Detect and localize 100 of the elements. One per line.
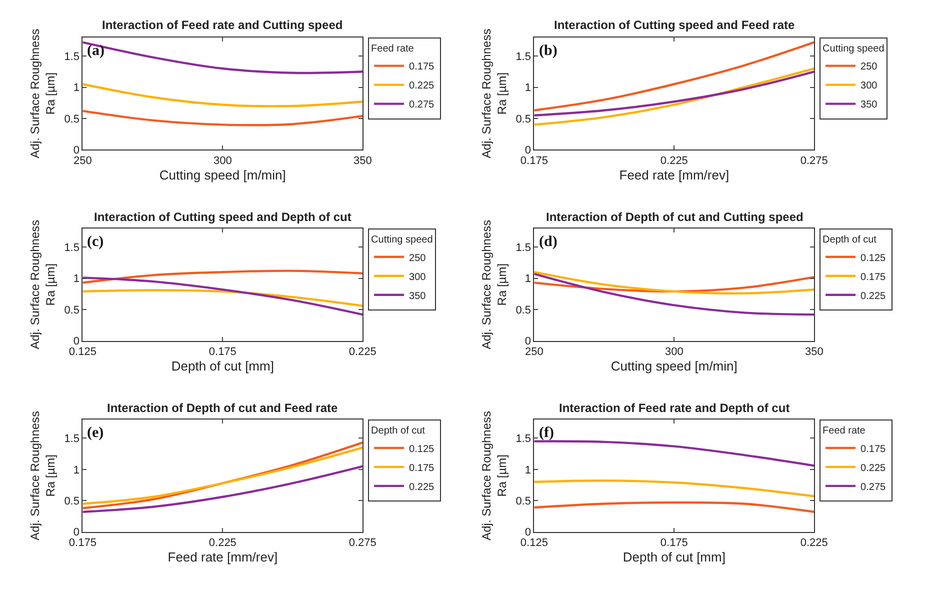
chart-title: Interaction of Cutting speed and Feed rate xyxy=(554,18,796,32)
legend-label: 350 xyxy=(409,290,426,302)
line-series xyxy=(82,289,363,307)
y-axis-title: Adj. Surface Roughness Ra [µm] xyxy=(479,220,509,350)
line-series xyxy=(534,480,814,498)
chart-title: Interaction of Feed rate and Cutting speed xyxy=(102,18,343,32)
y-tick-label: 1.5 xyxy=(516,50,531,63)
x-tick-label: 0.125 xyxy=(520,537,548,550)
legend-label: 0.225 xyxy=(409,482,435,493)
legend-title: Depth of cut xyxy=(371,425,426,436)
x-tick-label: 350 xyxy=(804,346,824,358)
y-tick-label: 1 xyxy=(524,464,531,476)
y-axis-title: Adj. Surface Roughness Ra [µm] xyxy=(28,28,58,158)
x-tick-label: 300 xyxy=(213,154,232,167)
chart-title: Interaction of Cutting speed and Depth of cut xyxy=(94,210,352,224)
annotation: (a) xyxy=(87,43,104,59)
line-series xyxy=(82,276,363,316)
legend-label: 0.125 xyxy=(409,444,435,455)
y-axis-title: Adj. Surface Roughness Ra [µm] xyxy=(28,410,58,540)
line-series xyxy=(82,41,363,74)
y-tick-label: 1.5 xyxy=(64,242,80,254)
line-series xyxy=(534,67,814,126)
y-tick-label: 1.5 xyxy=(64,50,80,63)
legend-label: 0.125 xyxy=(860,252,886,264)
y-tick-label: 0.5 xyxy=(516,304,531,316)
legend-title: Cutting speed xyxy=(371,234,433,246)
y-tick-label: 1.5 xyxy=(516,433,531,446)
annotation: (d) xyxy=(539,234,558,250)
annotation: (b) xyxy=(539,43,558,59)
y-axis-title: Adj. Surface Roughness Ra [µm] xyxy=(28,220,58,350)
x-tick-label: 0.225 xyxy=(660,154,688,167)
x-axis-title: Cutting speed [m/min] xyxy=(610,358,738,374)
y-tick-label: 0.5 xyxy=(64,113,80,126)
legend-label: 0.275 xyxy=(409,100,435,111)
y-tick-label: 0.5 xyxy=(64,495,80,508)
legend-label: 300 xyxy=(860,80,878,92)
line-series xyxy=(82,110,363,126)
y-tick-label: 0.5 xyxy=(516,113,531,126)
x-axis-title: Depth of cut [mm] xyxy=(622,550,726,565)
x-tick-label: 0.175 xyxy=(660,537,688,550)
line-series xyxy=(82,83,363,108)
x-tick-label: 0.175 xyxy=(520,154,548,167)
legend-title: Feed rate xyxy=(371,43,414,54)
chart-title: Interaction of Depth of cut and Feed rate xyxy=(107,401,338,415)
y-tick-label: 0 xyxy=(524,144,531,157)
y-tick-label: 1 xyxy=(524,273,531,286)
x-axis-title: Feed rate [mm/rev] xyxy=(619,167,730,182)
legend-label: 250 xyxy=(409,252,426,264)
y-tick-label: 1 xyxy=(73,464,80,476)
x-tick-label: 0.225 xyxy=(348,346,376,358)
y-tick-label: 0.5 xyxy=(64,304,80,316)
legend-label: 0.175 xyxy=(409,62,435,73)
x-tick-label: 300 xyxy=(664,346,684,358)
y-tick-label: 0 xyxy=(73,526,80,539)
legend-label: 0.175 xyxy=(860,272,886,283)
legend-title: Depth of cut xyxy=(822,234,877,246)
line-series xyxy=(534,70,814,116)
y-tick-label: 1 xyxy=(73,82,80,94)
legend-label: 300 xyxy=(409,272,426,283)
y-tick-label: 1.5 xyxy=(516,242,531,254)
x-axis-title: Depth of cut [mm] xyxy=(171,358,274,374)
x-tick-label: 0.225 xyxy=(208,537,236,550)
x-tick-label: 0.175 xyxy=(208,346,236,358)
legend-label: 0.225 xyxy=(409,80,435,92)
y-tick-label: 0 xyxy=(73,336,80,348)
legend-label: 0.225 xyxy=(860,462,886,474)
legend-label: 0.175 xyxy=(409,462,435,474)
legend-label: 350 xyxy=(860,100,878,111)
chart-title: Interaction of Feed rate and Depth of cut xyxy=(559,401,790,415)
y-tick-label: 0 xyxy=(524,336,531,348)
line-series xyxy=(534,276,814,293)
chart-title: Interaction of Depth of cut and Cutting speed xyxy=(546,210,804,224)
x-tick-label: 0.225 xyxy=(800,537,828,550)
x-axis-title: Feed rate [mm/rev] xyxy=(168,550,278,565)
y-tick-label: 1.5 xyxy=(64,433,80,446)
y-tick-label: 1 xyxy=(73,273,80,286)
line-series xyxy=(534,440,814,467)
x-axis-title: Cutting speed [m/min] xyxy=(159,167,286,182)
annotation: (c) xyxy=(87,234,104,250)
legend-label: 0.225 xyxy=(860,290,886,302)
annotation: (f) xyxy=(539,425,554,441)
y-axis-title: Adj. Surface Roughness Ra [µm] xyxy=(479,410,509,540)
line-series xyxy=(534,270,814,294)
x-tick-label: 0.275 xyxy=(348,537,376,550)
line-series xyxy=(82,270,363,284)
x-tick-label: 0.275 xyxy=(800,154,828,167)
legend-label: 250 xyxy=(860,62,878,73)
line-series xyxy=(534,41,814,112)
annotation: (e) xyxy=(87,425,104,441)
legend-title: Feed rate xyxy=(822,425,866,436)
x-tick-label: 350 xyxy=(353,154,372,167)
legend-title: Cutting speed xyxy=(822,43,884,54)
line-series xyxy=(82,465,363,513)
x-tick-label: 250 xyxy=(525,346,544,358)
y-axis-title: Adj. Surface Roughness Ra [µm] xyxy=(479,28,509,158)
x-tick-label: 0.175 xyxy=(68,537,96,550)
y-tick-label: 0.5 xyxy=(516,495,531,508)
y-tick-label: 0 xyxy=(524,526,531,539)
y-tick-label: 0 xyxy=(73,144,80,157)
y-tick-label: 1 xyxy=(524,82,531,94)
